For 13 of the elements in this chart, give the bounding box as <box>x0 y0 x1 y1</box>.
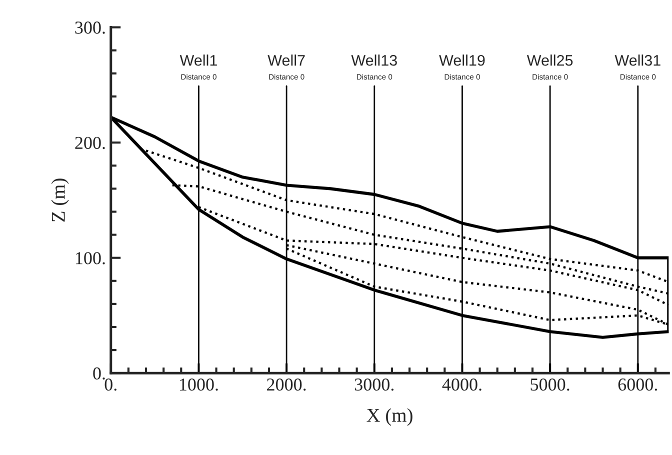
y-tick-label: 100. <box>76 252 105 264</box>
x-tick-label: 4000. <box>442 378 482 391</box>
x-tick-label: 5000. <box>530 378 570 391</box>
x-tick-label: 0. <box>104 378 116 391</box>
x-tick-label: 2000. <box>267 378 306 391</box>
y-tick-label: 200. <box>75 136 105 150</box>
x-tick-label: 1000. <box>180 378 218 391</box>
x-tick-label: 6000. <box>618 378 658 391</box>
y-tick-label: 0. <box>93 367 105 380</box>
x-axis-title: X (m) <box>366 408 412 426</box>
y-tick-label: 300. <box>75 22 105 34</box>
y-axis-title: Z (m) <box>51 178 69 222</box>
x-tick-label: 3000. <box>354 378 394 391</box>
